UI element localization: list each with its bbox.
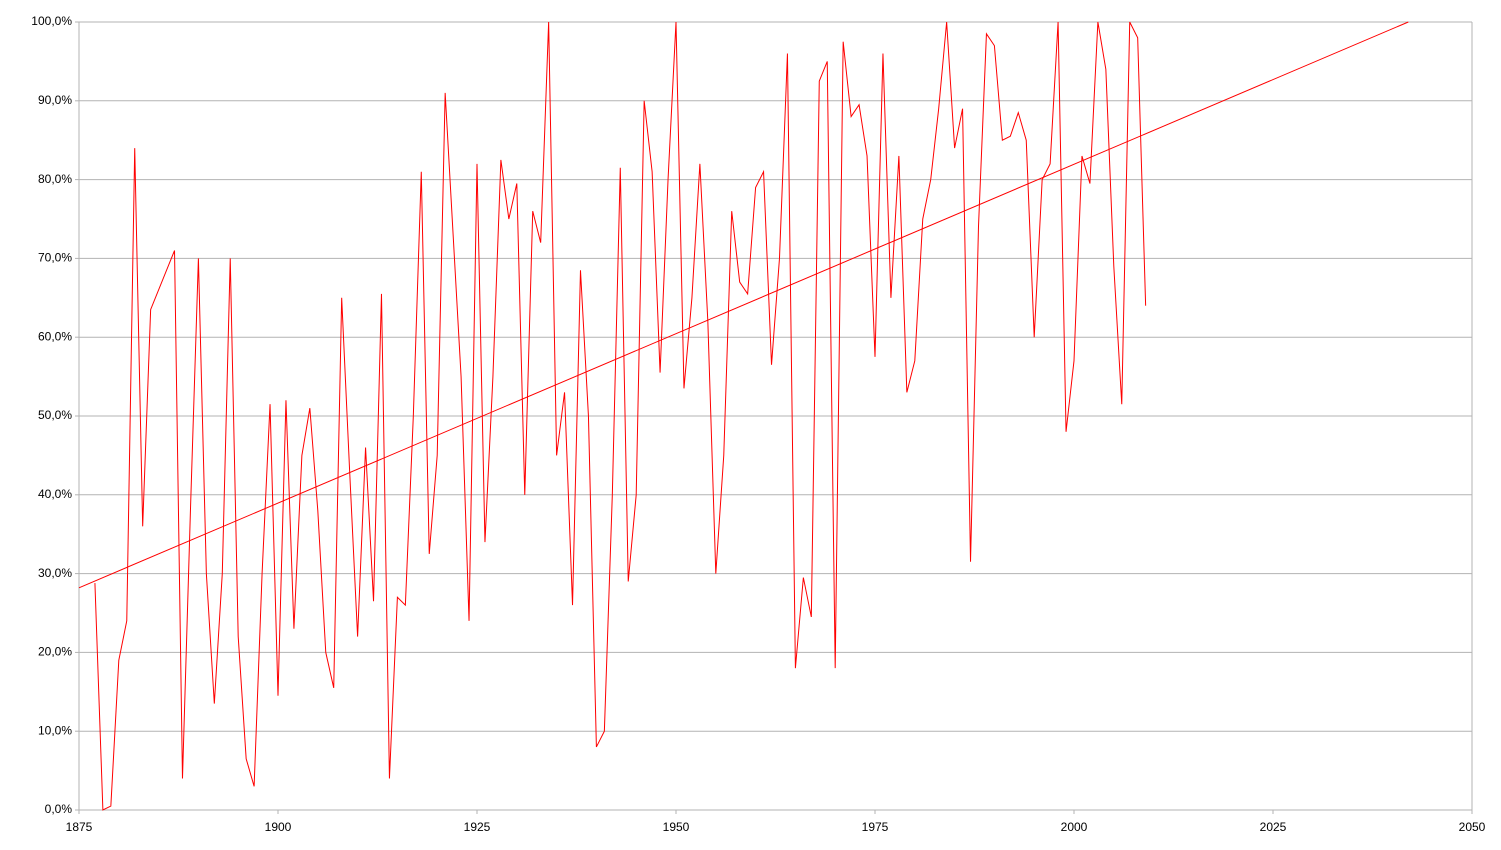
data-line: [94, 21, 1147, 811]
data-line: [78, 21, 1409, 589]
x-tick-label: 1900: [265, 820, 292, 834]
y-tick-label: 40,0%: [38, 487, 72, 501]
y-tick-label: 0,0%: [45, 802, 73, 816]
x-tick-label: 1950: [663, 820, 690, 834]
y-tick-label: 70,0%: [38, 251, 72, 265]
x-tick-label: 1925: [464, 820, 491, 834]
y-tick-label: 30,0%: [38, 566, 72, 580]
x-tick-label: 2000: [1061, 820, 1088, 834]
y-tick-label: 100,0%: [31, 14, 72, 28]
x-tick-label: 2025: [1260, 820, 1287, 834]
y-tick-label: 60,0%: [38, 329, 72, 343]
y-tick-label: 50,0%: [38, 408, 72, 422]
x-tick-label: 1975: [862, 820, 889, 834]
x-tick-label: 2050: [1459, 820, 1486, 834]
y-tick-label: 90,0%: [38, 93, 72, 107]
y-tick-label: 10,0%: [38, 723, 72, 737]
x-tick-label: 1875: [66, 820, 93, 834]
y-tick-label: 80,0%: [38, 172, 72, 186]
y-tick-label: 20,0%: [38, 645, 72, 659]
